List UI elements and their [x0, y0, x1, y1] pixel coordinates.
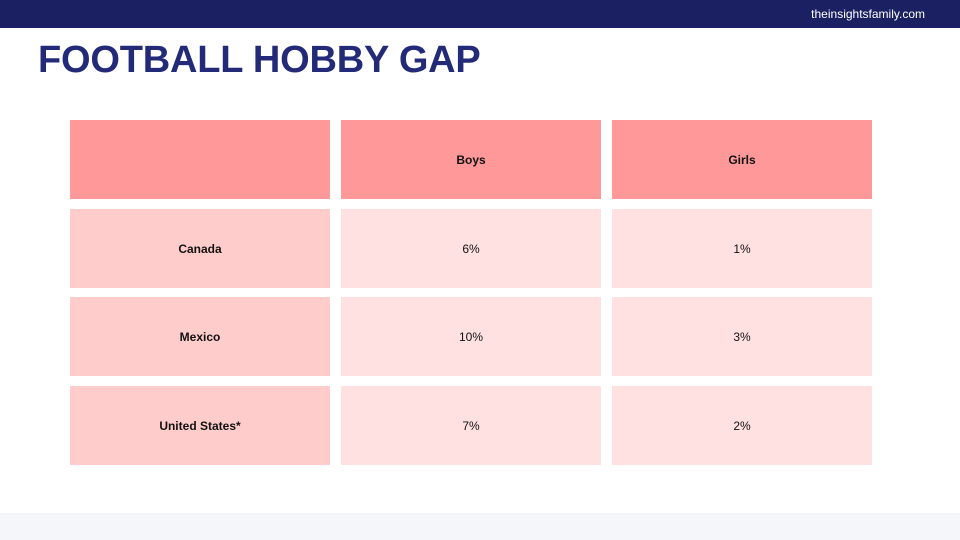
data-table: Boys Girls Canada 6% 1% Mexico 10% 3% United Sta…: [70, 120, 872, 465]
table-cell: 7%: [341, 386, 601, 465]
table-cell: 1%: [612, 209, 872, 288]
table-cell: 6%: [341, 209, 601, 288]
table-row-label: Canada: [70, 209, 330, 288]
table-header-girls: Girls: [612, 120, 872, 199]
table-cell: 3%: [612, 297, 872, 376]
table-header-boys: Boys: [341, 120, 601, 199]
table-row-label: United States*: [70, 386, 330, 465]
table-header-corner: [70, 120, 330, 199]
footer-band: [0, 513, 960, 540]
brand-link[interactable]: theinsightsfamily.com: [811, 7, 925, 21]
top-bar: theinsightsfamily.com: [0, 0, 960, 28]
table-cell: 2%: [612, 386, 872, 465]
page-title: FOOTBALL HOBBY GAP: [38, 39, 481, 81]
table-cell: 10%: [341, 297, 601, 376]
table-row-label: Mexico: [70, 297, 330, 376]
